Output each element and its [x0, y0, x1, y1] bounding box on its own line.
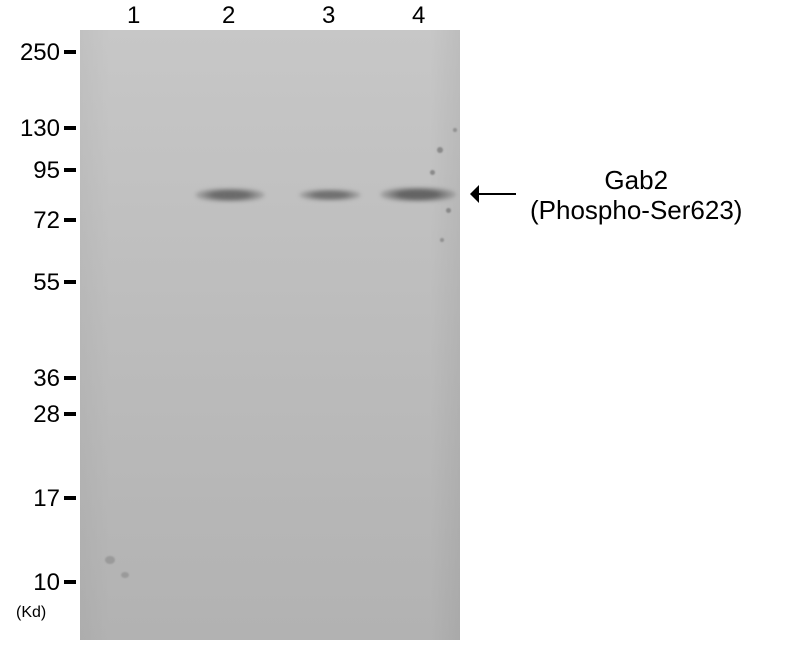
blot-noise-spot — [440, 238, 444, 242]
figure-container: 1 2 3 4 250 130 95 72 55 36 28 17 10 (Kd) Gab2 (Pho… — [0, 0, 800, 662]
blot-band — [380, 187, 456, 202]
mw-marker-label: 72 — [33, 207, 60, 235]
mw-marker-label: 36 — [33, 365, 60, 393]
lane-label: 3 — [322, 2, 335, 30]
mw-marker-tick — [64, 168, 76, 172]
mw-marker-label: 130 — [20, 115, 60, 143]
blot-noise-spot — [121, 572, 129, 578]
blot-membrane — [80, 30, 460, 640]
mw-marker-tick — [64, 218, 76, 222]
lane-label: 4 — [412, 2, 425, 30]
mw-marker-label: 250 — [20, 39, 60, 67]
mw-marker-label: 17 — [33, 485, 60, 513]
mw-marker-label: 28 — [33, 401, 60, 429]
mw-marker-tick — [64, 580, 76, 584]
blot-lane-shading — [80, 30, 460, 640]
arrow-head-icon — [470, 185, 479, 203]
mw-marker-label: 95 — [33, 157, 60, 185]
blot-noise-spot — [105, 556, 115, 564]
mw-marker-label: 10 — [33, 569, 60, 597]
band-annotation: Gab2 (Phospho-Ser623) — [530, 166, 742, 226]
mw-marker-tick — [64, 376, 76, 380]
blot-noise-spot — [453, 128, 457, 132]
blot-band — [299, 189, 361, 201]
blot-noise-spot — [437, 147, 443, 153]
mw-marker-tick — [64, 126, 76, 130]
mw-marker-tick — [64, 50, 76, 54]
mw-marker-tick — [64, 412, 76, 416]
arrow-shaft — [479, 193, 516, 196]
blot-band — [195, 188, 265, 202]
mw-marker-tick — [64, 280, 76, 284]
mw-unit-label: (Kd) — [16, 604, 46, 622]
lane-label: 1 — [127, 2, 140, 30]
annotation-line-1: Gab2 — [530, 166, 742, 196]
annotation-line-2: (Phospho-Ser623) — [530, 196, 742, 226]
blot-noise-spot — [446, 208, 451, 213]
mw-marker-tick — [64, 496, 76, 500]
lane-label: 2 — [222, 2, 235, 30]
mw-marker-label: 55 — [33, 269, 60, 297]
blot-noise-spot — [430, 170, 435, 175]
